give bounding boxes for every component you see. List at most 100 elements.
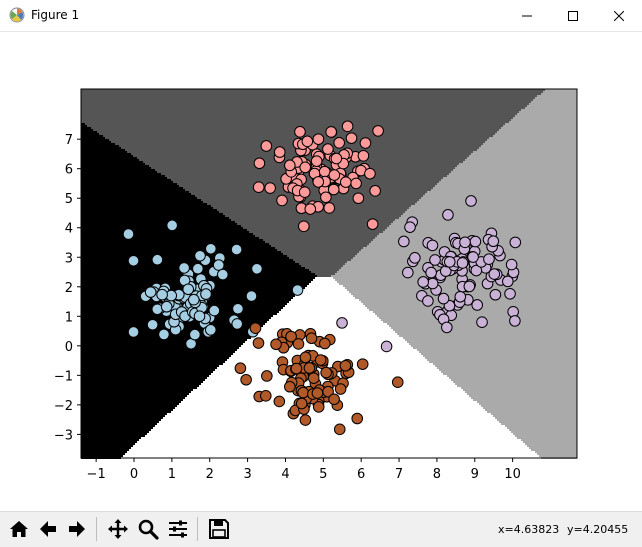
x-tick-label: 8 <box>433 467 441 482</box>
data-point <box>356 358 369 370</box>
data-point <box>417 276 429 288</box>
decision-region <box>81 175 165 177</box>
decision-region <box>81 217 229 219</box>
data-point <box>327 183 340 196</box>
close-button[interactable] <box>596 0 642 31</box>
decision-region <box>81 367 217 369</box>
forward-button[interactable] <box>64 516 90 542</box>
decision-region <box>417 349 577 351</box>
decision-region <box>173 409 485 411</box>
pan-button[interactable] <box>105 516 131 542</box>
decision-region <box>81 365 219 367</box>
decision-region <box>81 197 197 199</box>
decision-region <box>257 331 395 333</box>
save-button[interactable] <box>206 516 232 542</box>
minimize-button[interactable] <box>504 0 550 31</box>
data-point <box>328 169 341 181</box>
data-point <box>270 338 282 351</box>
decision-region <box>305 287 345 289</box>
x-tick-label: 3 <box>243 467 251 482</box>
decision-region <box>81 211 219 213</box>
maximize-button[interactable] <box>550 0 596 31</box>
decision-region <box>81 345 241 347</box>
decision-region <box>81 413 167 415</box>
y-tick-label: −1 <box>54 369 73 384</box>
decision-region <box>81 239 263 241</box>
decision-region <box>81 411 171 413</box>
data-point <box>189 328 201 341</box>
home-button[interactable] <box>6 516 32 542</box>
data-point <box>380 340 393 353</box>
zoom-button[interactable] <box>135 516 161 542</box>
decision-region <box>81 97 535 99</box>
decision-region <box>81 181 173 183</box>
decision-region <box>247 229 385 231</box>
decision-region <box>439 181 577 183</box>
decision-region <box>81 157 137 159</box>
decision-region <box>81 439 139 441</box>
decision-region <box>507 427 577 429</box>
decision-region <box>375 313 577 315</box>
decision-region <box>81 207 213 209</box>
decision-region <box>503 125 577 127</box>
y-coordinate-readout: y=4.20455 <box>567 523 629 536</box>
decision-region <box>87 125 503 127</box>
data-point <box>483 253 495 265</box>
decision-region <box>81 169 155 171</box>
data-point <box>273 395 286 408</box>
data-point <box>260 390 272 402</box>
subplots-button[interactable] <box>165 516 191 542</box>
decision-region <box>487 139 577 141</box>
back-button[interactable] <box>35 516 61 542</box>
decision-region <box>81 251 281 253</box>
x-tick-label: 0 <box>130 467 138 482</box>
decision-region <box>81 163 145 165</box>
data-point <box>391 376 404 388</box>
y-tick-label: 5 <box>65 192 73 207</box>
decision-region <box>81 355 231 357</box>
data-point <box>489 288 502 301</box>
decision-region <box>81 377 207 379</box>
decision-region <box>425 193 577 195</box>
decision-region <box>155 425 505 427</box>
decision-region <box>81 193 191 195</box>
decision-region <box>171 411 487 413</box>
decision-region <box>289 301 361 303</box>
decision-region <box>265 241 371 243</box>
data-point <box>504 287 516 300</box>
decision-region <box>81 203 207 205</box>
data-point <box>151 253 164 266</box>
data-point <box>127 254 140 267</box>
decision-region <box>81 101 531 103</box>
decision-region <box>423 195 577 197</box>
decision-region <box>81 383 201 385</box>
decision-region <box>277 249 361 251</box>
data-point <box>463 280 476 293</box>
decision-region <box>477 401 577 403</box>
decision-region <box>81 105 527 107</box>
decision-region <box>81 451 127 453</box>
decision-region <box>271 245 367 247</box>
decision-region <box>165 175 447 177</box>
decision-region <box>523 441 577 443</box>
decision-region <box>493 415 577 417</box>
decision-region <box>81 195 195 197</box>
decision-region <box>81 241 265 243</box>
data-point <box>345 132 358 144</box>
figure-canvas[interactable]: −1 0 1 2 3 4 5 6 7 8 9 10 −3 −2 −1 0 1 2 3 4 5 6 7 <box>0 32 642 510</box>
decision-region <box>479 403 577 405</box>
data-point <box>122 228 135 240</box>
data-point <box>192 262 204 275</box>
data-point <box>488 268 501 280</box>
decision-region <box>157 423 501 425</box>
decision-region <box>315 277 333 279</box>
decision-region <box>81 437 141 439</box>
data-point <box>333 423 346 436</box>
decision-region <box>451 171 577 173</box>
data-point <box>303 362 316 374</box>
decision-region <box>311 271 337 273</box>
decision-region <box>81 255 287 257</box>
decision-region <box>81 221 235 223</box>
chart[interactable]: −1 0 1 2 3 4 5 6 7 8 9 10 −3 −2 −1 0 1 2 3 4 5 6 7 <box>0 32 642 510</box>
decision-region <box>81 409 173 411</box>
